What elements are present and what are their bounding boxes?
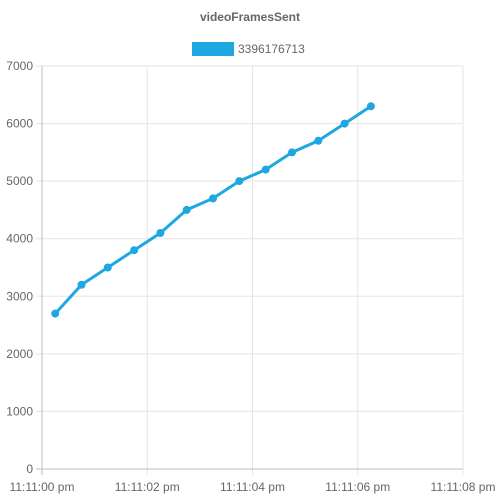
x-tick-label: 11:11:08 pm bbox=[431, 480, 496, 494]
x-tick-label: 11:11:02 pm bbox=[115, 480, 180, 494]
data-point[interactable] bbox=[52, 310, 59, 317]
data-point[interactable] bbox=[131, 247, 138, 254]
y-tick-label: 2000 bbox=[6, 347, 33, 361]
data-point[interactable] bbox=[315, 137, 322, 144]
y-tick-label: 0 bbox=[26, 462, 33, 476]
data-point[interactable] bbox=[289, 149, 296, 156]
data-point[interactable] bbox=[367, 103, 374, 110]
series-line bbox=[55, 106, 371, 313]
x-tick-label: 11:11:00 pm bbox=[10, 480, 75, 494]
x-axis-ticks: 11:11:00 pm 11:11:02 pm 11:11:04 pm 11:11:0… bbox=[10, 480, 496, 494]
series-layer bbox=[52, 103, 375, 317]
data-point[interactable] bbox=[236, 178, 243, 185]
y-tick-label: 7000 bbox=[6, 59, 33, 73]
data-point[interactable] bbox=[104, 264, 111, 271]
y-tick-label: 5000 bbox=[6, 174, 33, 188]
y-tick-label: 4000 bbox=[6, 232, 33, 246]
data-point[interactable] bbox=[157, 230, 164, 237]
data-point[interactable] bbox=[183, 206, 190, 213]
legend[interactable]: 3396176713 bbox=[192, 42, 305, 56]
x-tick-label: 11:11:04 pm bbox=[220, 480, 285, 494]
x-tick-label: 11:11:06 pm bbox=[325, 480, 390, 494]
chart-title: videoFramesSent bbox=[200, 10, 300, 24]
y-tick-label: 1000 bbox=[6, 404, 33, 418]
data-point[interactable] bbox=[210, 195, 217, 202]
data-point[interactable] bbox=[262, 166, 269, 173]
y-axis-ticks: 0 1000 2000 3000 4000 5000 6000 7000 bbox=[6, 59, 33, 476]
grid bbox=[36, 66, 463, 475]
data-point[interactable] bbox=[341, 120, 348, 127]
y-tick-label: 6000 bbox=[6, 117, 33, 131]
legend-swatch bbox=[192, 42, 234, 56]
data-point[interactable] bbox=[78, 281, 85, 288]
legend-label: 3396176713 bbox=[238, 42, 305, 56]
y-tick-label: 3000 bbox=[6, 289, 33, 303]
